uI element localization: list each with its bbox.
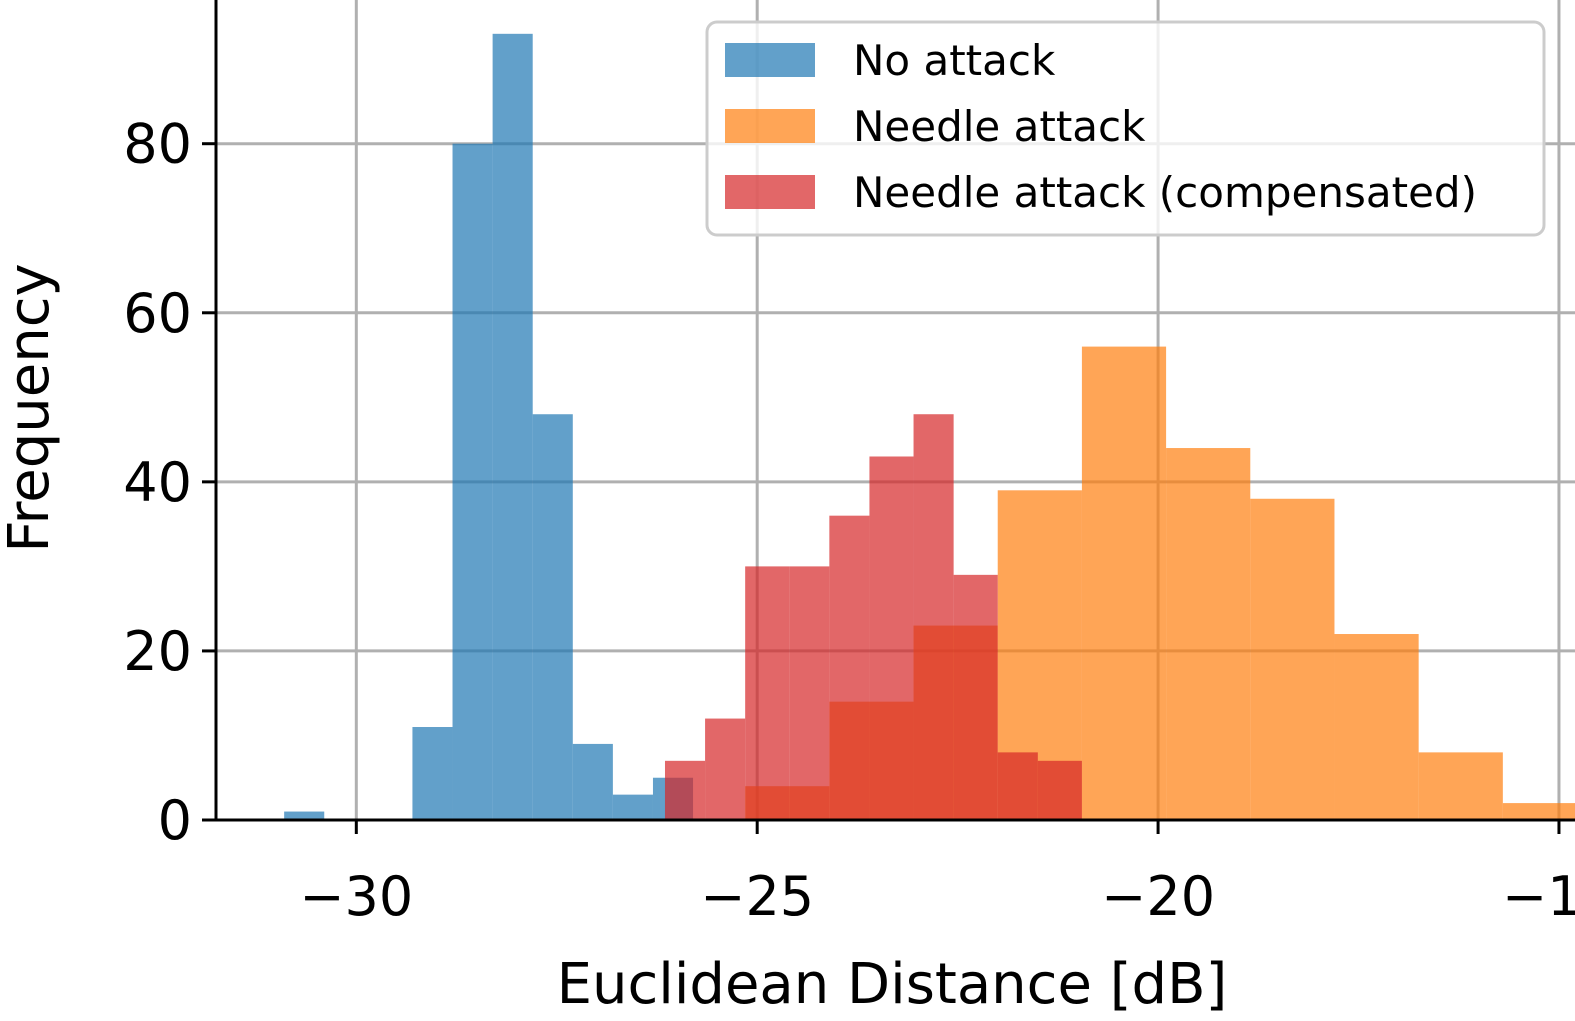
histogram-bar	[869, 456, 914, 820]
histogram-bar	[997, 752, 1038, 820]
axes	[214, 0, 1575, 822]
histogram-bar	[913, 414, 954, 820]
histogram-bar	[1250, 498, 1335, 820]
legend-box	[705, 20, 1546, 237]
histogram-bar	[1081, 346, 1167, 820]
histogram-bar	[1166, 448, 1251, 820]
histogram-bar	[532, 414, 573, 820]
legend-label: Needle attack (compensated)	[853, 168, 1477, 217]
legend-swatch	[725, 109, 815, 143]
histogram-bar	[612, 794, 653, 820]
histogram-bar	[664, 760, 706, 820]
legend-label: Needle attack	[853, 102, 1146, 151]
histogram-bar	[452, 143, 493, 821]
histogram-bar	[412, 727, 453, 820]
histogram-bar	[1334, 634, 1419, 820]
y-tick-label: 80	[123, 113, 192, 176]
legend: No attack Needle attack Needle attack (com…	[705, 20, 1546, 237]
y-tick-label: 0	[158, 789, 192, 852]
legend-swatch	[725, 175, 815, 209]
series-2-bars	[664, 414, 1082, 820]
histogram-bar	[284, 811, 325, 820]
y-axis-label: Frequency	[0, 263, 62, 552]
legend-items: No attack Needle attack Needle attack (com…	[725, 36, 1477, 217]
x-tick-label: −25	[700, 865, 814, 928]
histogram-bar	[1418, 752, 1503, 820]
legend-label: No attack	[853, 36, 1056, 85]
histogram-bar	[1502, 803, 1575, 820]
histogram-bar	[789, 566, 830, 820]
histogram-bar	[492, 33, 533, 820]
histogram-bar	[745, 566, 790, 820]
x-axis-label: Euclidean Distance [dB]	[557, 952, 1228, 1017]
histogram-bar	[1037, 760, 1082, 820]
y-tick-label: 60	[123, 282, 192, 345]
y-tick-label: 20	[123, 620, 192, 683]
histogram-bar	[829, 515, 870, 820]
y-ticks: 0 20 40 60 80	[123, 113, 216, 852]
x-tick-label: −30	[299, 865, 413, 928]
x-tick-label: −20	[1101, 865, 1215, 928]
y-tick-label: 40	[123, 451, 192, 514]
histogram-bar	[572, 743, 613, 820]
x-tick-label: −15	[1502, 865, 1575, 928]
legend-swatch	[725, 43, 815, 77]
histogram-bar	[705, 718, 746, 820]
x-ticks: −30 −25 −20 −15	[299, 820, 1575, 928]
histogram-bars	[284, 33, 1575, 821]
series-0-bars	[284, 33, 694, 821]
histogram-bar	[953, 574, 998, 820]
